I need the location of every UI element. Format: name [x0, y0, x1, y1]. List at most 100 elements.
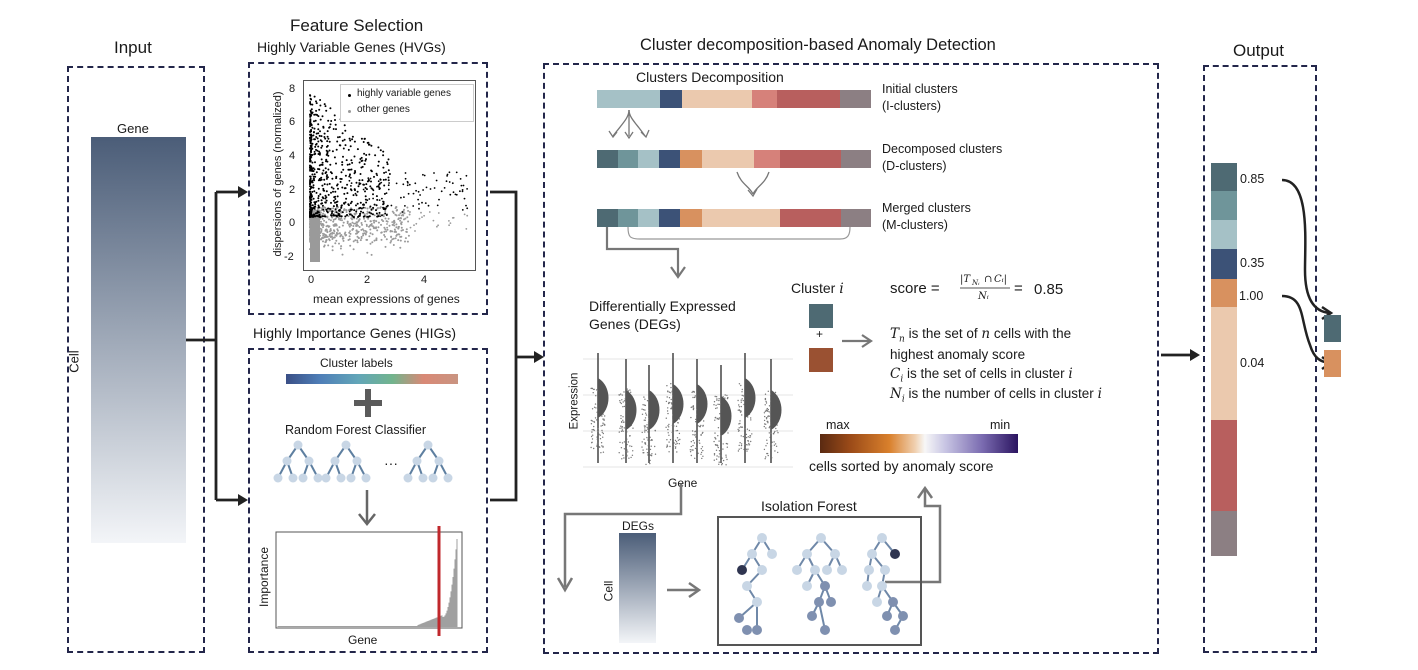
input-panel	[67, 66, 205, 653]
hvg-ytick: 2	[289, 184, 296, 196]
svg-text:Nᵢ: Nᵢ	[971, 279, 980, 287]
output-score-3: 1.00	[1239, 289, 1264, 303]
input-gradient-matrix	[91, 137, 186, 543]
cluster-i-swatch	[809, 304, 833, 328]
cluster-detection-title: Cluster decomposition-based Anomaly Dete…	[640, 36, 996, 54]
decomposed-clusters-label-2: (D-clusters)	[882, 159, 947, 173]
c-text: is the set of cells in cluster	[907, 366, 1065, 381]
output-score-4: 0.04	[1240, 356, 1265, 370]
hvg-ytick: -2	[284, 251, 294, 263]
output-anomaly-cluster	[1324, 350, 1341, 377]
score-value: 0.85	[1034, 281, 1064, 298]
hvg-panel	[248, 62, 488, 315]
decomposed-clusters-label-1: Decomposed clusters	[882, 142, 1003, 156]
output-title: Output	[1233, 41, 1285, 60]
hvg-plot-frame	[303, 80, 476, 271]
cluster-i-text: Cluster	[791, 280, 836, 296]
cluster-i-label: Cluster i	[791, 280, 844, 297]
merged-clusters-label-2: (M-clusters)	[882, 218, 948, 232]
output-panel	[1203, 65, 1317, 653]
importance-plot	[275, 526, 463, 636]
merged-clusters-label-1: Merged clusters	[882, 201, 971, 215]
svg-text:|T: |T	[960, 274, 971, 285]
split-arrows-icon	[608, 109, 650, 140]
deg-title-2: Genes (DEGs)	[589, 316, 681, 332]
isolation-forest-trees	[734, 533, 908, 635]
hvg-xtick: 2	[364, 274, 371, 286]
legend-other-text: other genes	[357, 104, 410, 115]
input-title: Input	[114, 38, 152, 57]
rf-ellipsis: ···	[384, 455, 398, 471]
score-fraction: |T Nᵢ ∩ Cᵢ| Nᵢ =	[960, 274, 1023, 302]
cluster-labels-bar	[286, 374, 458, 384]
sorted-label: cells sorted by anomaly score	[809, 458, 994, 474]
svg-text:Nᵢ: Nᵢ	[977, 291, 989, 302]
random-forest-trees	[273, 440, 453, 483]
plus-icon	[354, 389, 382, 417]
hvg-title: Highly Variable Genes (HVGs)	[257, 39, 446, 55]
hvg-ytick: 4	[289, 150, 296, 162]
c-i-symbol: i	[1068, 366, 1073, 382]
degs-matrix-label: DEGs	[622, 519, 655, 533]
t-definition: Tn is the set of n cells with the	[890, 324, 1071, 350]
hvg-xlabel: mean expressions of genes	[313, 292, 460, 306]
feature-selection-title: Feature Selection	[290, 16, 424, 35]
violin-xlabel: Gene	[668, 476, 698, 490]
iso-forest-box	[717, 516, 922, 646]
cluster-labels-title: Cluster labels	[320, 356, 393, 370]
rf-label: Random Forest Classifier	[285, 423, 427, 437]
n-i-var: i	[1097, 386, 1102, 402]
decomposed-cluster-bar	[597, 150, 871, 168]
initial-clusters-label-2: (I-clusters)	[882, 99, 942, 113]
c-definition: Ci is the set of cells in cluster i	[890, 364, 1073, 390]
n-symbol: n	[981, 326, 991, 342]
hvg-ytick: 0	[289, 217, 296, 229]
hig-title: Highly Importance Genes (HIGs)	[253, 325, 457, 341]
bracket-connector	[605, 226, 851, 279]
hvg-xtick: 0	[308, 274, 315, 286]
cluster-i-var: i	[839, 281, 844, 297]
legend-other-marker	[348, 110, 351, 113]
output-score-2: 0.35	[1240, 256, 1265, 270]
svg-text:Cᵢ|: Cᵢ|	[994, 274, 1007, 285]
svg-text:=: =	[1014, 280, 1023, 297]
n-text: is the number of cells in cluster	[908, 386, 1094, 401]
down-arrow-icon	[358, 490, 376, 527]
hvg-ytick: 8	[289, 83, 296, 95]
merged-cluster-bar	[597, 209, 871, 227]
violin-plot	[583, 353, 793, 468]
anomaly-score-gradient	[820, 434, 1018, 453]
deg-title-1: Differentially Expressed	[589, 298, 736, 314]
t-definition-2: highest anomaly score	[890, 347, 1026, 362]
svg-text:∩: ∩	[984, 274, 992, 285]
iso-forest-title: Isolation Forest	[761, 498, 857, 514]
gradient-max-label: max	[826, 418, 850, 432]
output-top-cluster	[1324, 315, 1341, 342]
cluster-i-plus: +	[816, 327, 824, 341]
cluster-detection-panel	[543, 63, 1159, 654]
initial-clusters-label-1: Initial clusters	[882, 82, 958, 96]
hvg-ytick: 6	[289, 116, 296, 128]
hvg-scatter-plot	[309, 94, 469, 262]
t-text-1b: cells with the	[993, 326, 1072, 341]
hvg-legend	[340, 84, 474, 122]
degs-matrix	[619, 533, 656, 643]
decomp-title: Clusters Decomposition	[636, 69, 784, 85]
n-i-symbol: Ni	[890, 386, 905, 405]
t-symbol: Tn	[890, 326, 905, 345]
hig-panel	[248, 348, 488, 653]
output-cluster-bar	[1211, 163, 1237, 556]
score-label: score =	[890, 280, 940, 297]
right-arrow-icon	[842, 334, 873, 348]
cluster-i-swatch-2	[809, 348, 833, 372]
hvg-xtick: 4	[421, 274, 428, 286]
initial-cluster-bar	[597, 90, 871, 108]
score-formula: score =	[890, 280, 940, 297]
legend-hvg-text: highly variable genes	[357, 88, 451, 99]
merge-arrow-icon	[736, 171, 770, 198]
n-definition: Ni is the number of cells in cluster i	[890, 384, 1102, 410]
gene-label: Gene	[117, 121, 149, 136]
output-score-1: 0.85	[1240, 172, 1265, 186]
legend-hvg-marker	[348, 94, 351, 97]
